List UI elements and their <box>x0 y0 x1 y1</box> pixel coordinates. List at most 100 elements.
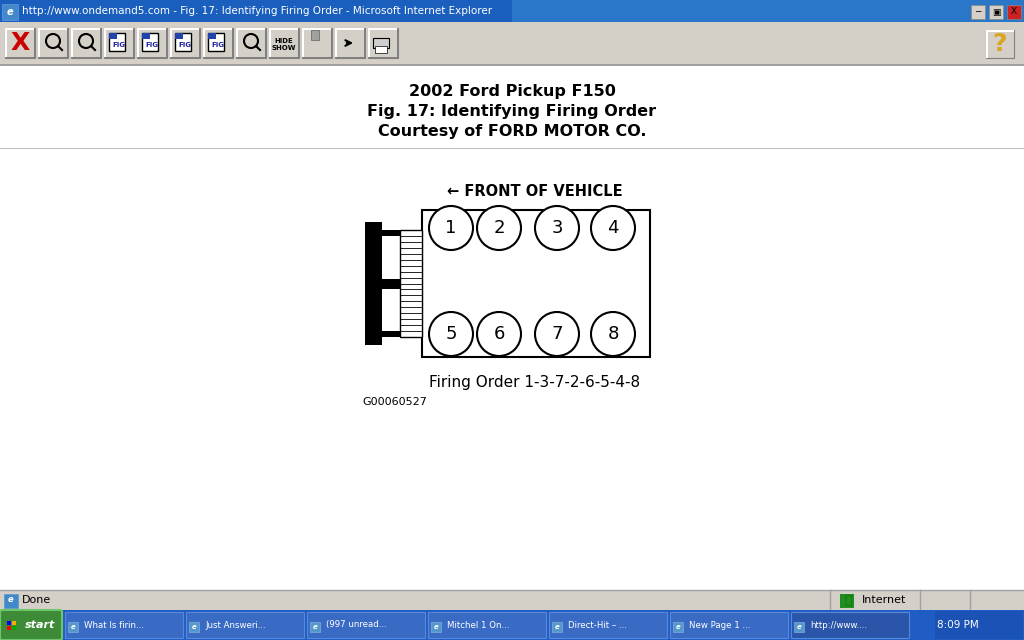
Bar <box>186 612 304 638</box>
Text: http://www.ondemand5.com - Fig. 17: Identifying Firing Order - Microsoft Interne: http://www.ondemand5.com - Fig. 17: Iden… <box>22 6 493 16</box>
Text: start: start <box>25 620 55 630</box>
Bar <box>382 331 400 337</box>
Bar <box>137 28 167 58</box>
Bar <box>203 28 233 29</box>
Circle shape <box>429 312 473 356</box>
Text: 3: 3 <box>551 219 563 237</box>
Bar <box>365 222 382 345</box>
Text: Direct-Hit – ...: Direct-Hit – ... <box>568 621 627 630</box>
Bar <box>0 64 1024 66</box>
Text: Internet: Internet <box>862 595 906 605</box>
Bar <box>231 28 233 58</box>
Bar <box>0 590 1024 610</box>
Text: http://www....: http://www.... <box>810 621 867 630</box>
Bar <box>236 28 266 29</box>
Bar <box>34 28 35 58</box>
Bar <box>67 28 68 58</box>
Bar <box>335 28 365 29</box>
Bar <box>0 610 1024 640</box>
Bar <box>269 28 270 58</box>
Text: What Is firin...: What Is firin... <box>84 621 144 630</box>
Bar <box>986 30 1014 31</box>
Bar <box>38 28 68 58</box>
Text: e: e <box>797 624 802 630</box>
Text: ← FRONT OF VEHICLE: ← FRONT OF VEHICLE <box>447 184 623 200</box>
Bar <box>104 28 134 29</box>
Bar <box>0 66 1024 590</box>
Bar <box>311 30 319 40</box>
Bar <box>0 22 1024 64</box>
Text: X: X <box>10 31 30 55</box>
Text: New Page 1 ...: New Page 1 ... <box>689 621 751 630</box>
Bar <box>986 30 1014 58</box>
Bar <box>986 30 987 58</box>
Bar <box>38 56 68 58</box>
Bar <box>302 28 332 29</box>
Text: e: e <box>8 595 13 605</box>
Bar <box>68 622 78 632</box>
Bar <box>5 28 6 58</box>
Bar <box>335 28 365 58</box>
Text: Done: Done <box>22 595 51 605</box>
Bar <box>512 0 1024 22</box>
Bar <box>71 28 101 58</box>
Bar <box>199 28 200 58</box>
Text: FIG: FIG <box>212 42 224 48</box>
Text: 5: 5 <box>445 325 457 343</box>
Bar <box>71 56 101 58</box>
Bar <box>166 28 167 58</box>
Bar <box>331 28 332 58</box>
Text: 2: 2 <box>494 219 505 237</box>
Bar <box>989 5 1002 19</box>
Bar <box>422 210 650 357</box>
Bar <box>65 612 183 638</box>
Bar <box>1007 5 1021 19</box>
Text: 4: 4 <box>607 219 618 237</box>
Text: e: e <box>7 7 13 17</box>
Bar <box>269 28 299 29</box>
Circle shape <box>535 206 579 250</box>
Bar <box>132 28 134 58</box>
Bar <box>307 612 425 638</box>
Text: 2002 Ford Pickup F150: 2002 Ford Pickup F150 <box>409 84 615 99</box>
Bar <box>175 33 191 51</box>
Bar <box>142 33 158 51</box>
Bar <box>673 622 683 632</box>
Bar <box>302 28 332 58</box>
Bar <box>382 230 400 236</box>
Bar <box>104 56 134 58</box>
Bar <box>38 28 68 29</box>
Bar <box>189 622 199 632</box>
Text: Courtesy of FORD MOTOR CO.: Courtesy of FORD MOTOR CO. <box>378 124 646 139</box>
Bar <box>791 612 909 638</box>
Bar <box>269 28 299 58</box>
Bar <box>971 5 985 19</box>
Text: (997 unread...: (997 unread... <box>326 621 387 630</box>
Bar <box>109 33 117 39</box>
Bar <box>71 28 73 58</box>
Text: FIG: FIG <box>145 42 159 48</box>
Bar <box>428 612 546 638</box>
Bar <box>12 621 16 625</box>
Bar <box>7 626 11 630</box>
Text: e: e <box>312 624 317 630</box>
Bar <box>431 622 441 632</box>
Circle shape <box>429 206 473 250</box>
Circle shape <box>535 312 579 356</box>
Bar <box>5 28 35 58</box>
FancyBboxPatch shape <box>0 610 62 640</box>
Bar <box>104 28 134 58</box>
Circle shape <box>477 312 521 356</box>
Bar <box>335 56 365 58</box>
Bar <box>71 28 101 29</box>
Bar <box>375 46 387 53</box>
Bar <box>236 56 266 58</box>
Bar <box>310 622 319 632</box>
Bar <box>208 33 224 51</box>
Text: X: X <box>1011 8 1017 17</box>
Bar <box>236 28 238 58</box>
Bar <box>549 612 667 638</box>
Bar <box>382 278 410 289</box>
Text: 6: 6 <box>494 325 505 343</box>
Bar <box>7 621 11 625</box>
